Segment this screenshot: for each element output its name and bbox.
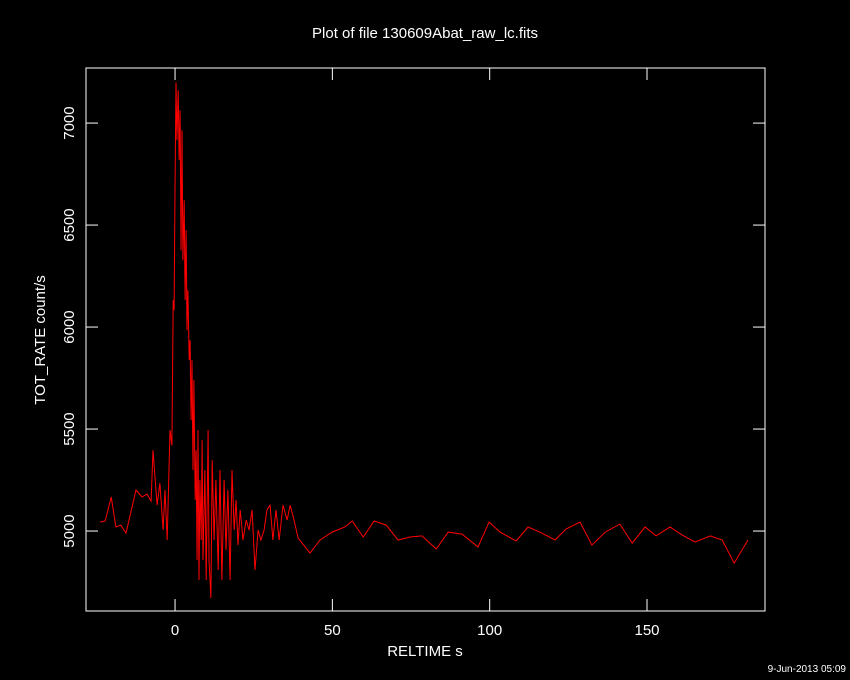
x-tick-label: 50 [324,622,341,639]
y-tick-label: 6500 [61,208,78,241]
x-tick-label: 0 [171,622,179,639]
y-tick-label: 6000 [61,310,78,343]
x-axis-label: RELTIME s [387,643,463,660]
x-tick-label: 100 [477,622,502,639]
x-tick-label: 150 [634,622,659,639]
y-tick-label: 7000 [61,106,78,139]
data-line [100,82,749,598]
y-axis-label: TOT_RATE count/s [32,275,49,405]
footer: 9-Jun-2013 05:09 [768,664,847,675]
y-tick-label: 5500 [61,412,78,445]
plot-frame [85,67,766,612]
y-tick-label: 5000 [61,514,78,547]
chart-title: Plot of file 130609Abat_raw_lc.fits [312,25,538,42]
